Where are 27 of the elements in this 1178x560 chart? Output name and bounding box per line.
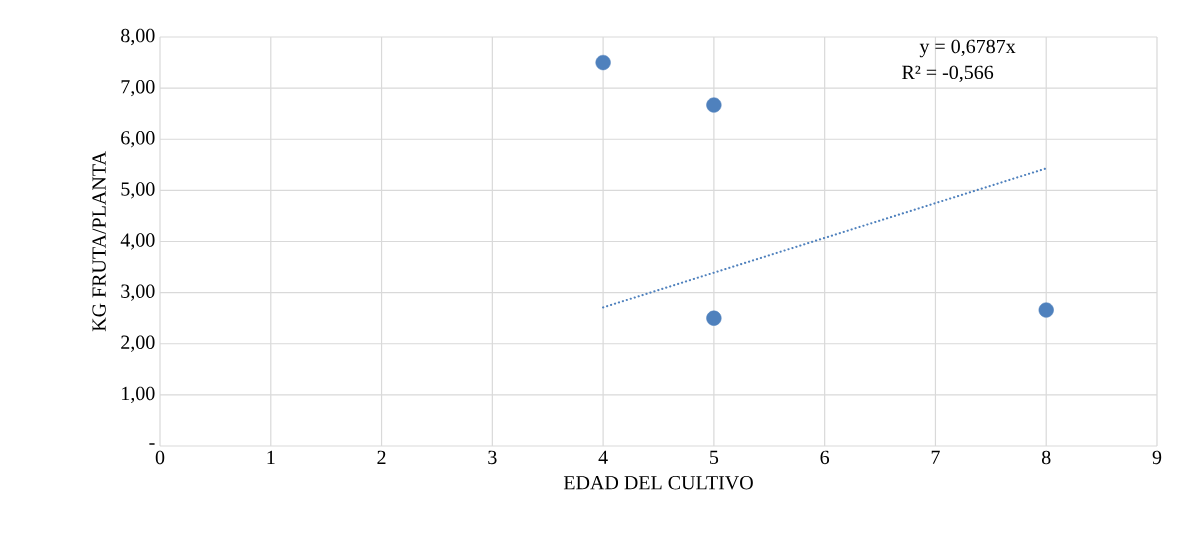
x-tick-label: 6	[820, 450, 830, 465]
y-tick-label: -	[149, 443, 155, 445]
point	[706, 97, 722, 113]
x-tick-label: 8	[1041, 450, 1051, 465]
y-tick-label: 7,00	[121, 79, 155, 97]
annotation: R² = -0,566	[902, 65, 994, 82]
x-tick-label: 2	[377, 450, 386, 464]
y-tick-label: 5,00	[121, 182, 155, 199]
x-tick-label: 5	[710, 450, 719, 464]
y-tick-label: 3,00	[121, 284, 155, 301]
y-tick-label: 8,00	[121, 28, 155, 46]
x-tick-label: 3	[488, 450, 497, 465]
y-tick-label: 2,00	[121, 335, 155, 352]
x-axis-title: EDAD DEL CULTIVO	[563, 476, 753, 490]
point	[595, 54, 611, 71]
y-tick-label: 1,00	[122, 386, 155, 404]
y-tick-label: 6,00	[121, 131, 155, 148]
y-axis-title: KG FRUTA/PLANTA	[92, 151, 106, 332]
x-tick-label: 1	[267, 450, 275, 464]
x-tick-label: 7	[931, 450, 940, 464]
x-tick-label: 4	[598, 450, 608, 464]
point	[1038, 302, 1054, 318]
y-tick-label: 4,00	[120, 233, 155, 250]
x-tick-label: 9	[1152, 450, 1162, 465]
point	[706, 310, 722, 326]
x-tick-label: 0	[155, 450, 165, 465]
annotation: y = 0,6787x	[919, 39, 1016, 58]
